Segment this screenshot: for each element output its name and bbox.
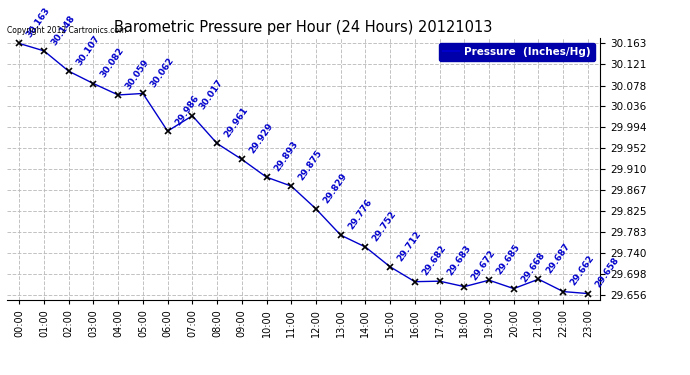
Text: 29.682: 29.682 [420,244,448,278]
Text: 29.893: 29.893 [272,139,299,173]
Text: 30.163: 30.163 [25,6,52,39]
Text: 30.017: 30.017 [198,78,225,112]
Text: 29.685: 29.685 [495,242,522,276]
Text: 29.683: 29.683 [445,243,473,277]
Text: 29.929: 29.929 [247,122,275,155]
Text: 29.668: 29.668 [520,251,546,285]
Text: 29.875: 29.875 [297,148,324,182]
Text: 30.059: 30.059 [124,57,151,91]
Legend: Pressure  (Inches/Hg): Pressure (Inches/Hg) [440,43,595,61]
Text: 29.829: 29.829 [322,171,349,205]
Text: 29.662: 29.662 [569,254,596,287]
Text: 30.062: 30.062 [148,56,175,89]
Text: 29.712: 29.712 [395,229,423,262]
Text: 29.986: 29.986 [173,93,201,127]
Text: 30.107: 30.107 [75,34,101,67]
Title: Barometric Pressure per Hour (24 Hours) 20121013: Barometric Pressure per Hour (24 Hours) … [115,20,493,35]
Text: 30.082: 30.082 [99,46,126,80]
Text: 29.687: 29.687 [544,241,571,275]
Text: 29.658: 29.658 [593,256,621,290]
Text: Copyright 2012 Cartronics.com: Copyright 2012 Cartronics.com [7,26,126,35]
Text: 30.148: 30.148 [50,13,77,47]
Text: 29.672: 29.672 [470,249,497,282]
Text: 29.776: 29.776 [346,197,374,231]
Text: 29.961: 29.961 [223,106,250,140]
Text: 29.752: 29.752 [371,209,398,243]
